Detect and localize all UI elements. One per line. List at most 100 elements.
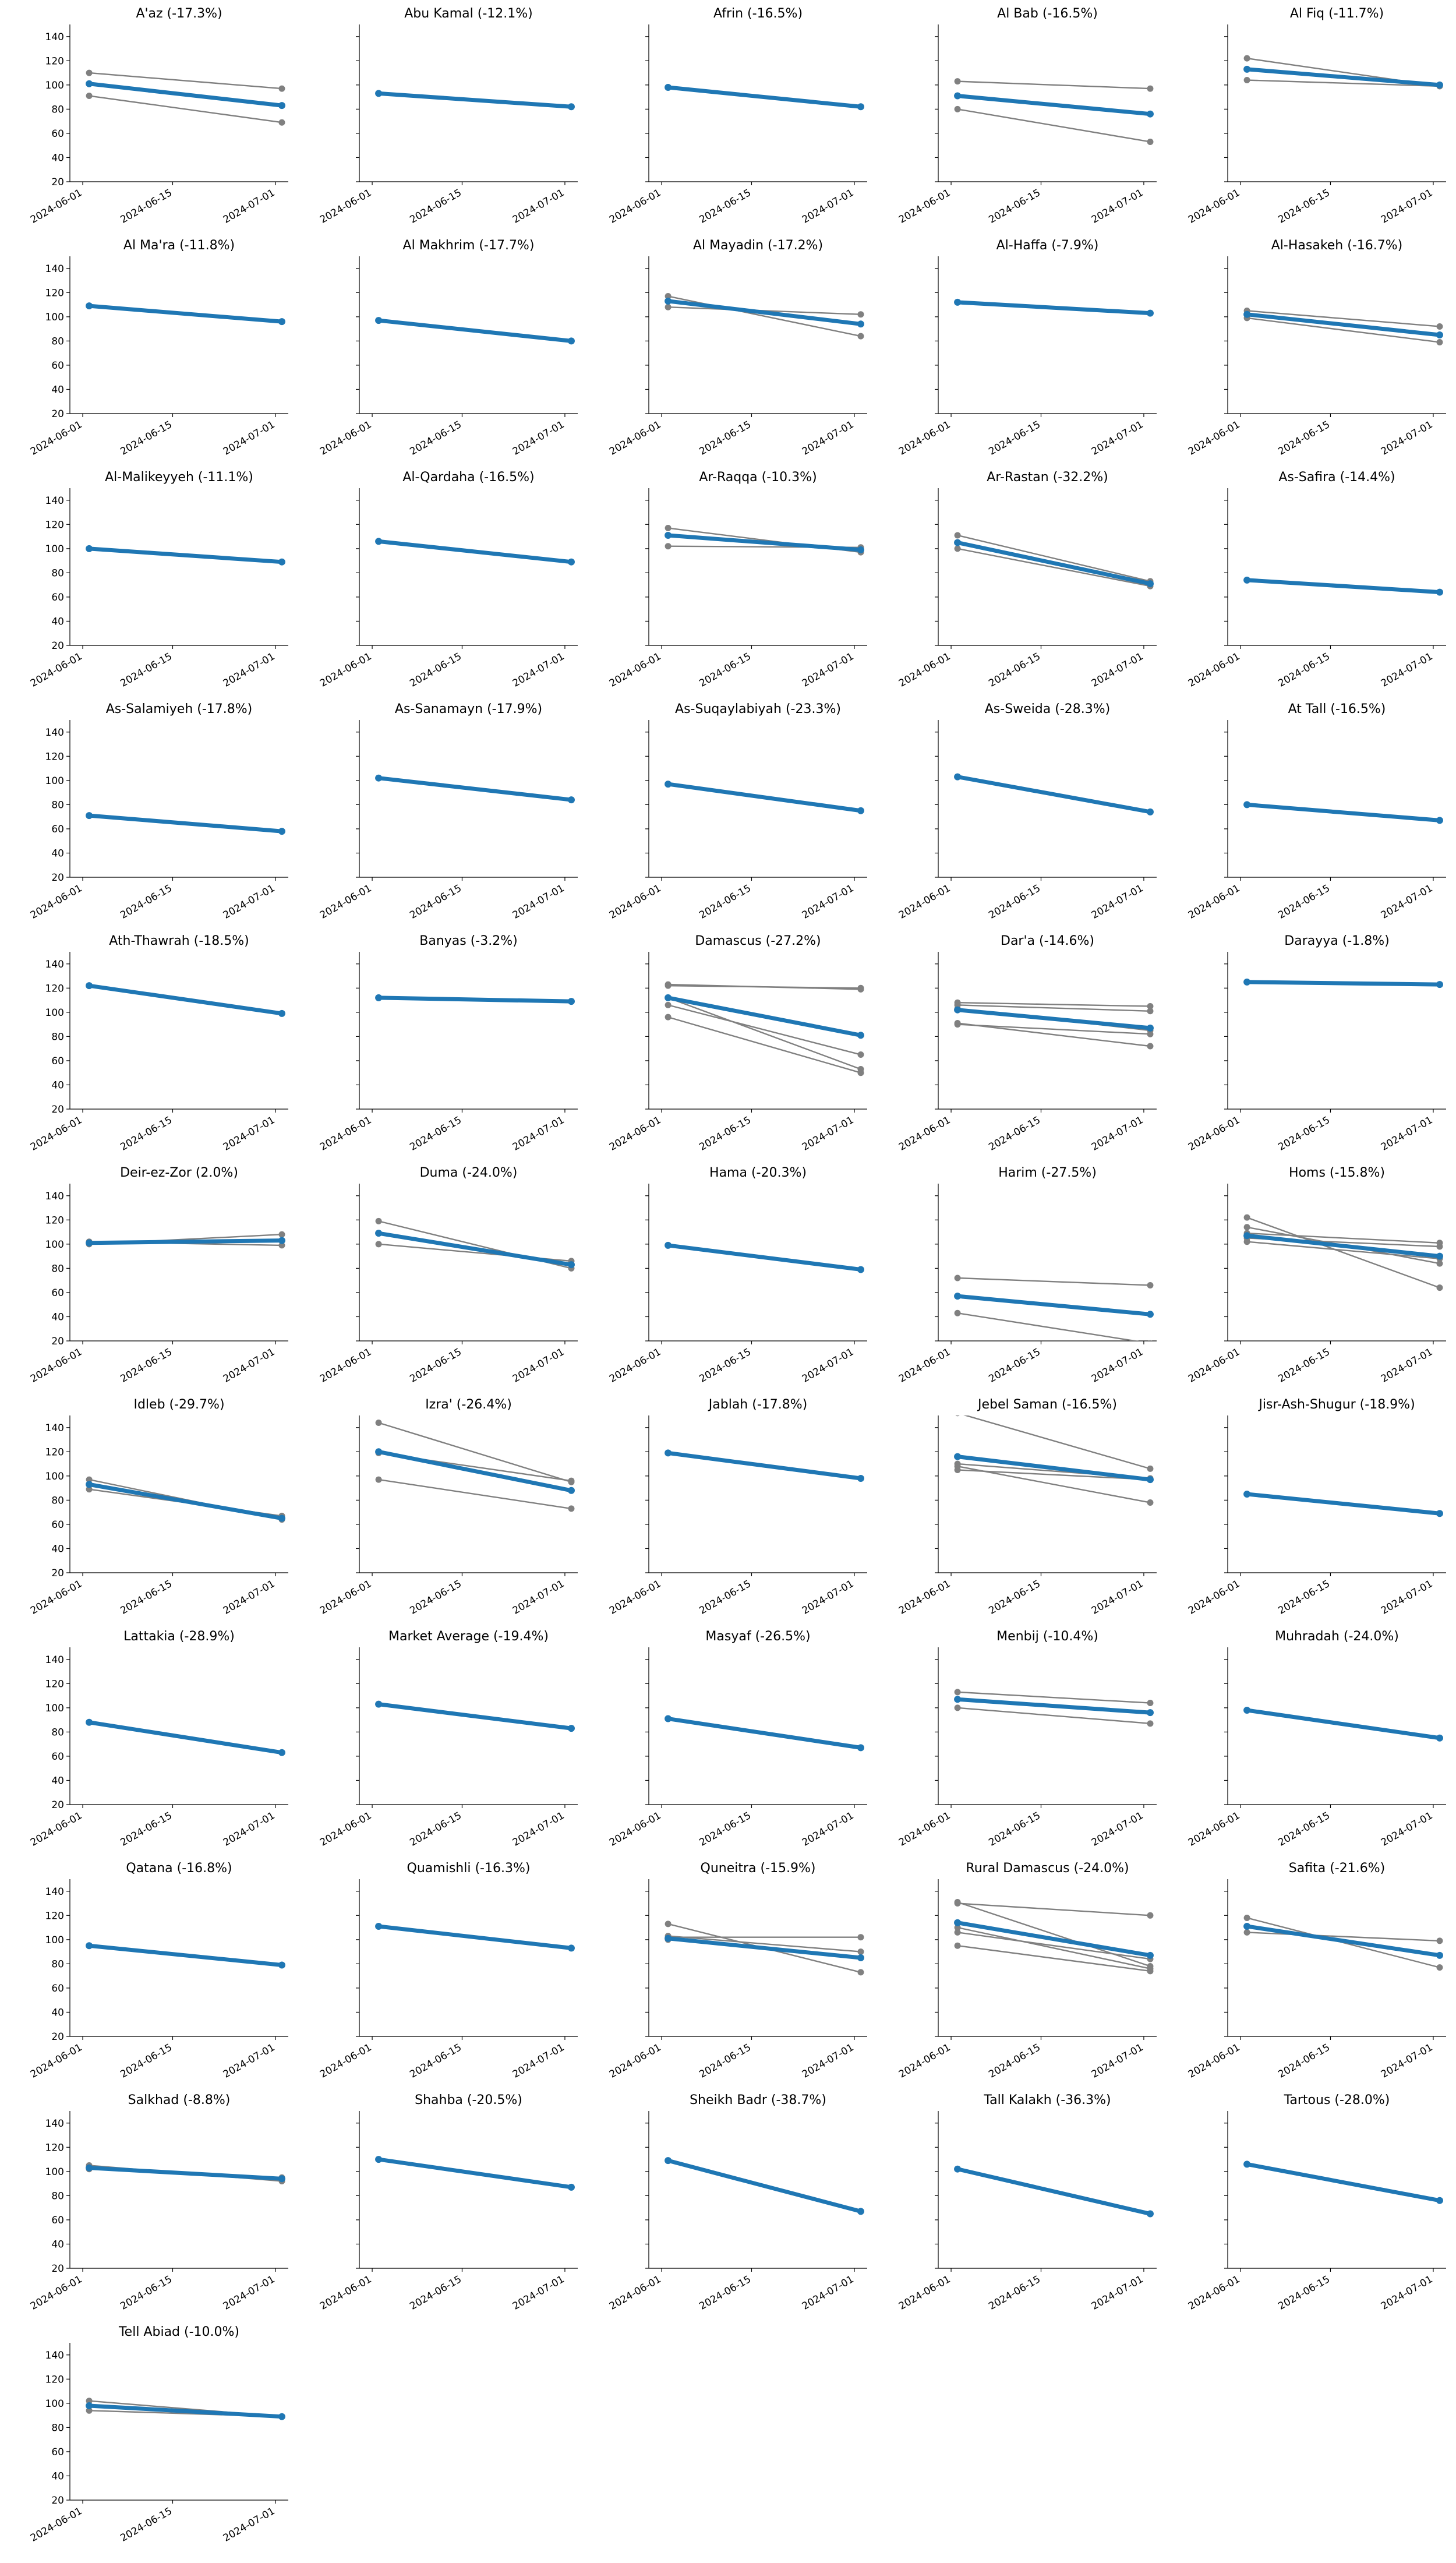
- average-data-point: [567, 337, 575, 345]
- x-tick-label: 2024-07-01: [1379, 419, 1435, 458]
- item-series-line: [956, 1932, 1151, 1960]
- average-series-line: [87, 2166, 284, 2181]
- average-series-line: [87, 813, 284, 834]
- plot-area: [1243, 307, 1443, 345]
- y-tick-label: 40: [51, 1079, 64, 1091]
- average-series-line: [87, 546, 284, 564]
- item-data-point: [665, 1014, 672, 1021]
- item-data-point: [954, 1309, 961, 1316]
- subplot-title: Deir-ez-Zor (2.0%): [120, 1166, 238, 1180]
- x-tick-label: 2024-06-01: [1186, 1810, 1242, 1849]
- item-data-point: [1147, 1912, 1154, 1919]
- subplot: Lattakia (-28.9%) 20 40 60 80 100 120 140 2024-0…: [29, 1629, 288, 1849]
- item-data-point: [954, 1275, 961, 1282]
- plot-area: [954, 1898, 1154, 1975]
- x-tick-label: 2024-06-15: [987, 1578, 1042, 1617]
- item-series-line: [1246, 1932, 1441, 1942]
- average-data-point: [567, 103, 575, 111]
- y-tick-label: 120: [45, 983, 64, 994]
- item-data-point: [1147, 1282, 1154, 1288]
- average-data-point: [86, 80, 93, 87]
- x-tick-label: 2024-06-01: [318, 882, 374, 922]
- y-tick-label: 60: [51, 2215, 64, 2226]
- plot-area: [954, 2165, 1154, 2218]
- item-data-point: [954, 1924, 961, 1931]
- average-series-line: [666, 299, 863, 326]
- x-tick-label: 2024-06-01: [897, 187, 953, 226]
- item-data-point: [1147, 1002, 1154, 1009]
- plot-area: [1243, 576, 1443, 596]
- x-tick-label: 2024-06-01: [607, 2042, 663, 2081]
- x-tick-label: 2024-06-15: [1276, 1578, 1332, 1617]
- average-series-line: [87, 983, 284, 1016]
- subplot: Harim (-27.5%) 2024-06-01 2024-06-15 2024-0…: [897, 1166, 1157, 1385]
- item-data-point: [857, 1969, 864, 1976]
- item-data-point: [568, 1477, 575, 1484]
- item-series-line: [956, 534, 1151, 582]
- item-series-line: [667, 1935, 862, 1953]
- subplot: Quneitra (-15.9%) 2024-06-01 2024-06-15 202…: [607, 1861, 867, 2081]
- y-tick-label: 140: [45, 1654, 64, 1666]
- x-tick-label: 2024-06-15: [697, 1578, 753, 1617]
- average-data-point: [857, 1744, 864, 1752]
- subplot-title: At Tall (-16.5%): [1288, 702, 1386, 716]
- x-tick-label: 2024-07-01: [800, 651, 856, 690]
- y-tick-label: 20: [51, 2263, 64, 2275]
- subplot-title: Ar-Rastan (-32.2%): [987, 470, 1108, 485]
- average-series-line: [376, 1924, 574, 1950]
- x-tick-label: 2024-07-01: [1379, 1346, 1435, 1385]
- plot-area: [86, 2398, 285, 2420]
- average-data-point: [375, 317, 383, 324]
- x-tick-label: 2024-06-15: [697, 882, 753, 922]
- x-tick-label: 2024-06-15: [1276, 1810, 1332, 1849]
- subplot: Idleb (-29.7%) 20 40 60 80 100 120 140 2024-06-0…: [29, 1397, 288, 1617]
- subplot-title: Masyaf (-26.5%): [705, 1629, 810, 1644]
- x-tick-label: 2024-07-01: [1379, 2042, 1435, 2081]
- item-data-point: [1148, 1340, 1153, 1341]
- item-data-point: [665, 525, 672, 532]
- y-tick-label: 80: [51, 567, 64, 579]
- x-tick-label: 2024-06-15: [1276, 419, 1332, 458]
- average-data-point: [954, 1696, 962, 1703]
- x-tick-label: 2024-07-01: [511, 1578, 567, 1617]
- y-tick-label: 140: [45, 1191, 64, 1202]
- subplot: Hama (-20.3%) 2024-06-01 2024-06-15 2024-07…: [607, 1166, 867, 1385]
- x-tick-label: 2024-07-01: [511, 651, 567, 690]
- x-tick-label: 2024-06-01: [318, 651, 374, 690]
- average-series-line: [1245, 578, 1442, 595]
- x-tick-label: 2024-06-01: [897, 1346, 953, 1385]
- average-series-line: [666, 85, 863, 109]
- item-series-line: [1246, 1216, 1441, 1288]
- item-data-point: [1436, 1937, 1443, 1944]
- x-tick-label: 2024-07-01: [221, 419, 277, 458]
- x-tick-label: 2024-07-01: [800, 1810, 856, 1849]
- item-series-line: [956, 1926, 1151, 1969]
- y-tick-label: 100: [45, 2166, 64, 2178]
- y-tick-label: 140: [45, 495, 64, 507]
- x-tick-label: 2024-06-15: [408, 187, 464, 226]
- item-data-point: [375, 1419, 382, 1426]
- subplot: Deir-ez-Zor (2.0%) 20 40 60 80 100 120 140 2024-…: [29, 1166, 288, 1385]
- x-tick-label: 2024-06-01: [318, 1810, 374, 1849]
- x-tick-label: 2024-06-01: [1186, 651, 1242, 690]
- item-data-point: [665, 303, 672, 310]
- plot-area: [665, 525, 864, 556]
- item-data-point: [278, 119, 285, 126]
- item-series-line: [956, 1004, 1151, 1012]
- subplot-title: Jablah (-17.8%): [708, 1397, 807, 1412]
- item-series-line: [956, 1277, 1151, 1286]
- item-series-line: [377, 1422, 572, 1483]
- x-tick-label: 2024-06-01: [897, 651, 953, 690]
- item-series-line: [1246, 79, 1441, 87]
- item-data-point: [954, 1898, 961, 1905]
- average-data-point: [1436, 1252, 1443, 1260]
- average-series-line: [955, 775, 1153, 814]
- y-tick-label: 60: [51, 592, 64, 603]
- subplot: As-Suqaylabiyah (-23.3%) 2024-06-01 2024-0…: [607, 702, 867, 922]
- y-tick-label: 80: [51, 799, 64, 811]
- y-tick-label: 20: [51, 1336, 64, 1347]
- y-tick-label: 60: [51, 824, 64, 835]
- average-series-line: [666, 1450, 863, 1481]
- average-series-line: [666, 533, 863, 552]
- x-tick-label: 2024-06-01: [897, 882, 953, 922]
